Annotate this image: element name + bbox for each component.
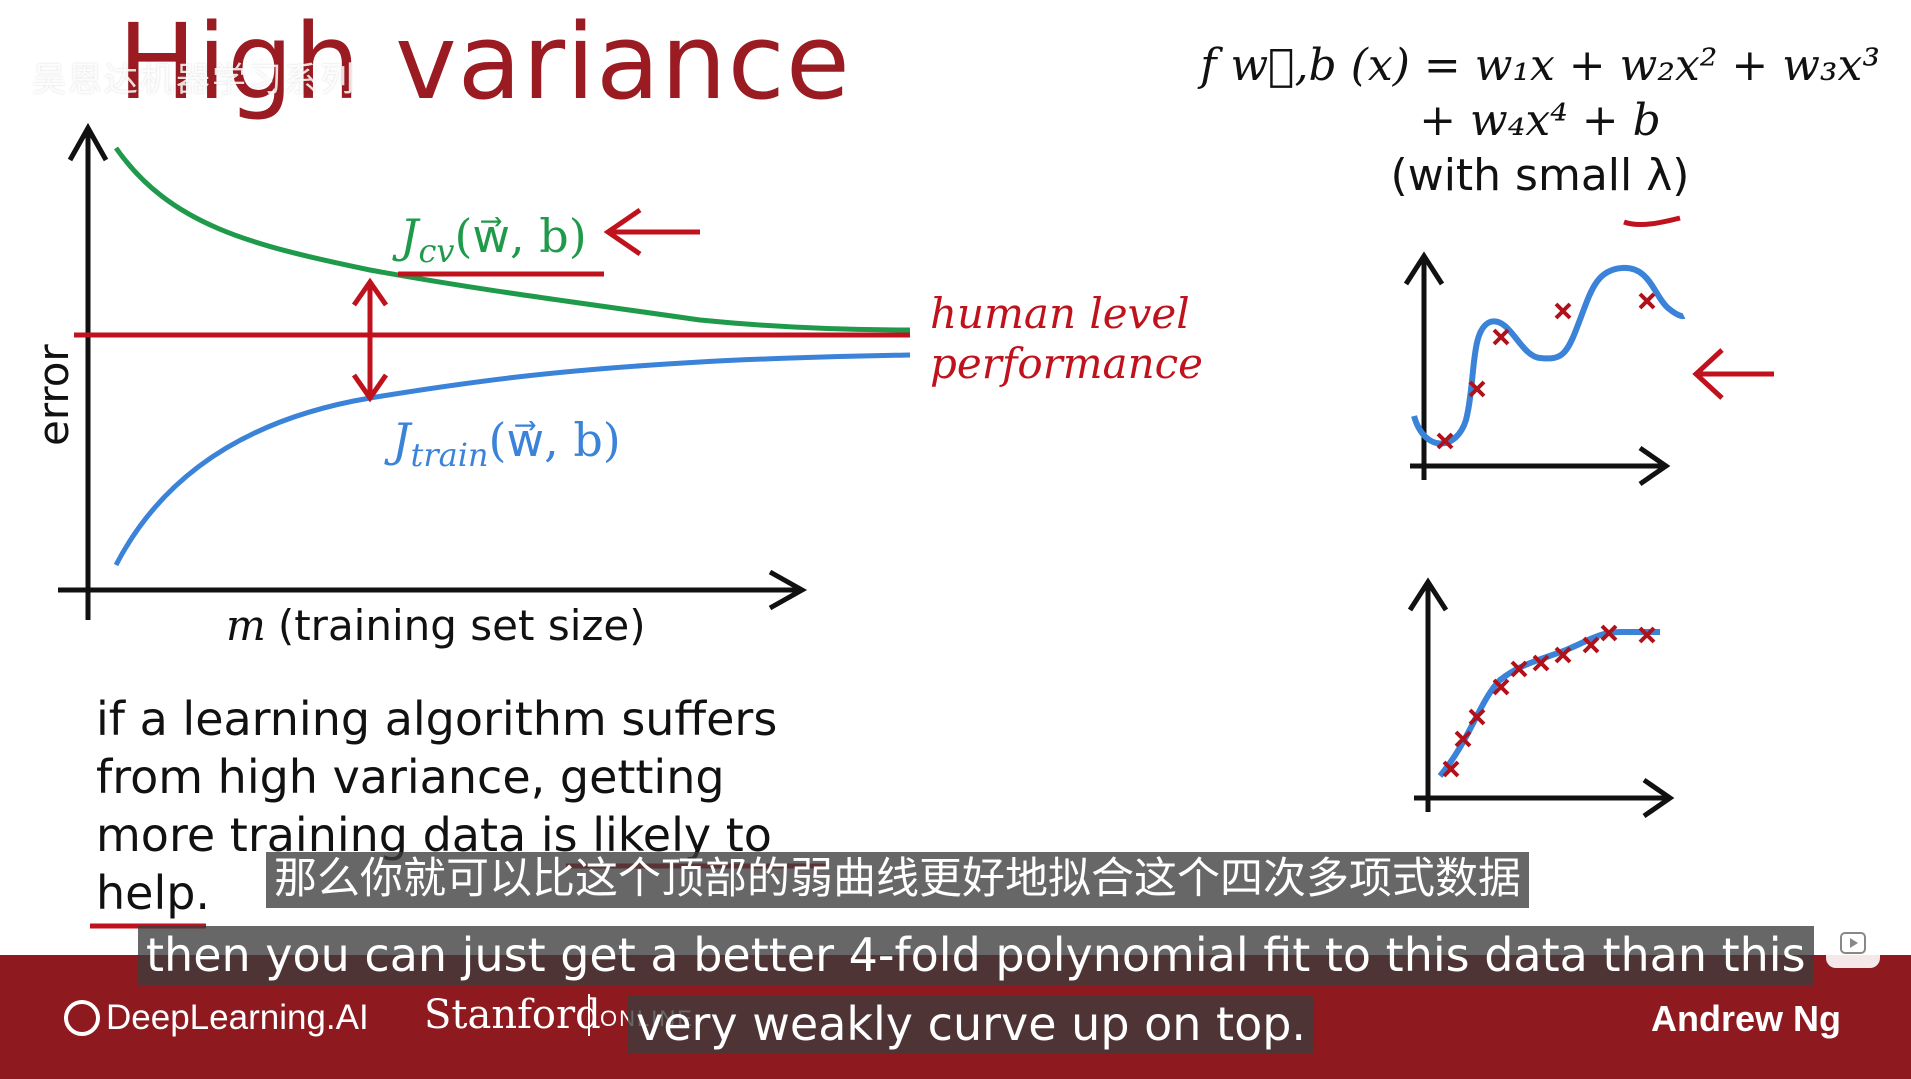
y-axis-label: error <box>29 344 78 446</box>
subtitle-chinese: 那么你就可以比这个顶部的弱曲线更好地拟合这个四次多项式数据 <box>266 852 1529 908</box>
gap-arrow-head-bottom <box>351 373 389 403</box>
gap-arrow-head-top <box>351 277 389 307</box>
y-axis-arrow <box>67 122 109 162</box>
slide-drawings: error Jcv(w⃗, b) Jtrain(w⃗, b) <box>29 122 1774 929</box>
more-data-curve <box>1437 629 1660 778</box>
play-icon <box>1840 932 1866 954</box>
data-point <box>1442 760 1460 778</box>
overfit-x-axis-arrow <box>1638 445 1671 487</box>
data-point <box>1532 654 1550 672</box>
data-point <box>1638 626 1656 644</box>
jcv-curve <box>113 146 911 333</box>
data-point <box>1554 646 1572 664</box>
formula-line3: (with small λ) <box>1390 150 1690 201</box>
jcv-label: Jcv(w⃗, b) <box>392 209 587 270</box>
stanford-logo: Stanford <box>424 992 601 1038</box>
more-data-x-axis-arrow <box>1642 777 1675 819</box>
deeplearning-ai-logo: DeepLearning.AI <box>64 998 369 1038</box>
data-point <box>1454 730 1472 748</box>
formula-line1: f w⃗,b (x) = w₁x + w₂x² + w₃x³ <box>1200 40 1880 91</box>
data-point <box>1436 432 1454 450</box>
more-data-points <box>1442 624 1656 778</box>
main-plot: error Jcv(w⃗, b) Jtrain(w⃗, b) <box>29 122 1203 650</box>
human-level-label-line1: human level <box>930 289 1190 338</box>
subtitle-english-line1: then you can just get a better 4-fold po… <box>138 926 1814 986</box>
human-level-label-line2: performance <box>930 339 1203 388</box>
overfit-pointer-arrow-head <box>1692 348 1724 400</box>
jcv-pointer-arrow-head <box>603 207 642 257</box>
data-point <box>1468 708 1486 726</box>
data-point <box>1638 292 1656 310</box>
data-point <box>1600 624 1618 642</box>
overfit-curve <box>1411 264 1686 447</box>
formula-line2: + w₄x⁴ + b <box>1419 95 1661 146</box>
jtrain-label: Jtrain(w⃗, b) <box>384 413 621 474</box>
jtrain-curve <box>113 352 911 567</box>
subtitle-english-line2: very weakly curve up on top. <box>628 995 1315 1055</box>
data-point <box>1492 678 1510 696</box>
more-data-plot <box>1407 577 1675 819</box>
model-formula: f w⃗,b (x) = w₁x + w₂x² + w₃x³ + w₄x⁴ + … <box>1200 40 1880 201</box>
data-point <box>1492 328 1510 346</box>
data-point <box>1510 660 1528 678</box>
overfit-data-points <box>1436 292 1656 450</box>
deeplearning-logo-icon <box>64 1000 100 1036</box>
high-variance-note: if a learning algorithm suffers from hig… <box>96 692 778 920</box>
brand-name: DeepLearning.AI <box>106 998 369 1037</box>
lambda-underline <box>1623 215 1681 227</box>
overfit-plot <box>1403 251 1774 487</box>
more-data-y-axis-arrow <box>1407 577 1449 612</box>
data-point <box>1582 636 1600 654</box>
play-button[interactable] <box>1826 918 1880 968</box>
slide-title: High variance <box>118 1 851 123</box>
overfit-y-axis-arrow <box>1403 251 1445 286</box>
presenter-name: Andrew Ng <box>1650 998 1841 1039</box>
x-axis-label: m (training set size) <box>226 601 646 650</box>
data-point <box>1468 380 1486 398</box>
lecture-slide: High variance 吴恩达机器学习系列 error Jcv(w⃗, b) <box>29 1 1880 929</box>
watermark: 吴恩达机器学习系列 <box>32 60 356 100</box>
data-point <box>1554 302 1572 320</box>
x-axis-arrow <box>768 569 808 611</box>
